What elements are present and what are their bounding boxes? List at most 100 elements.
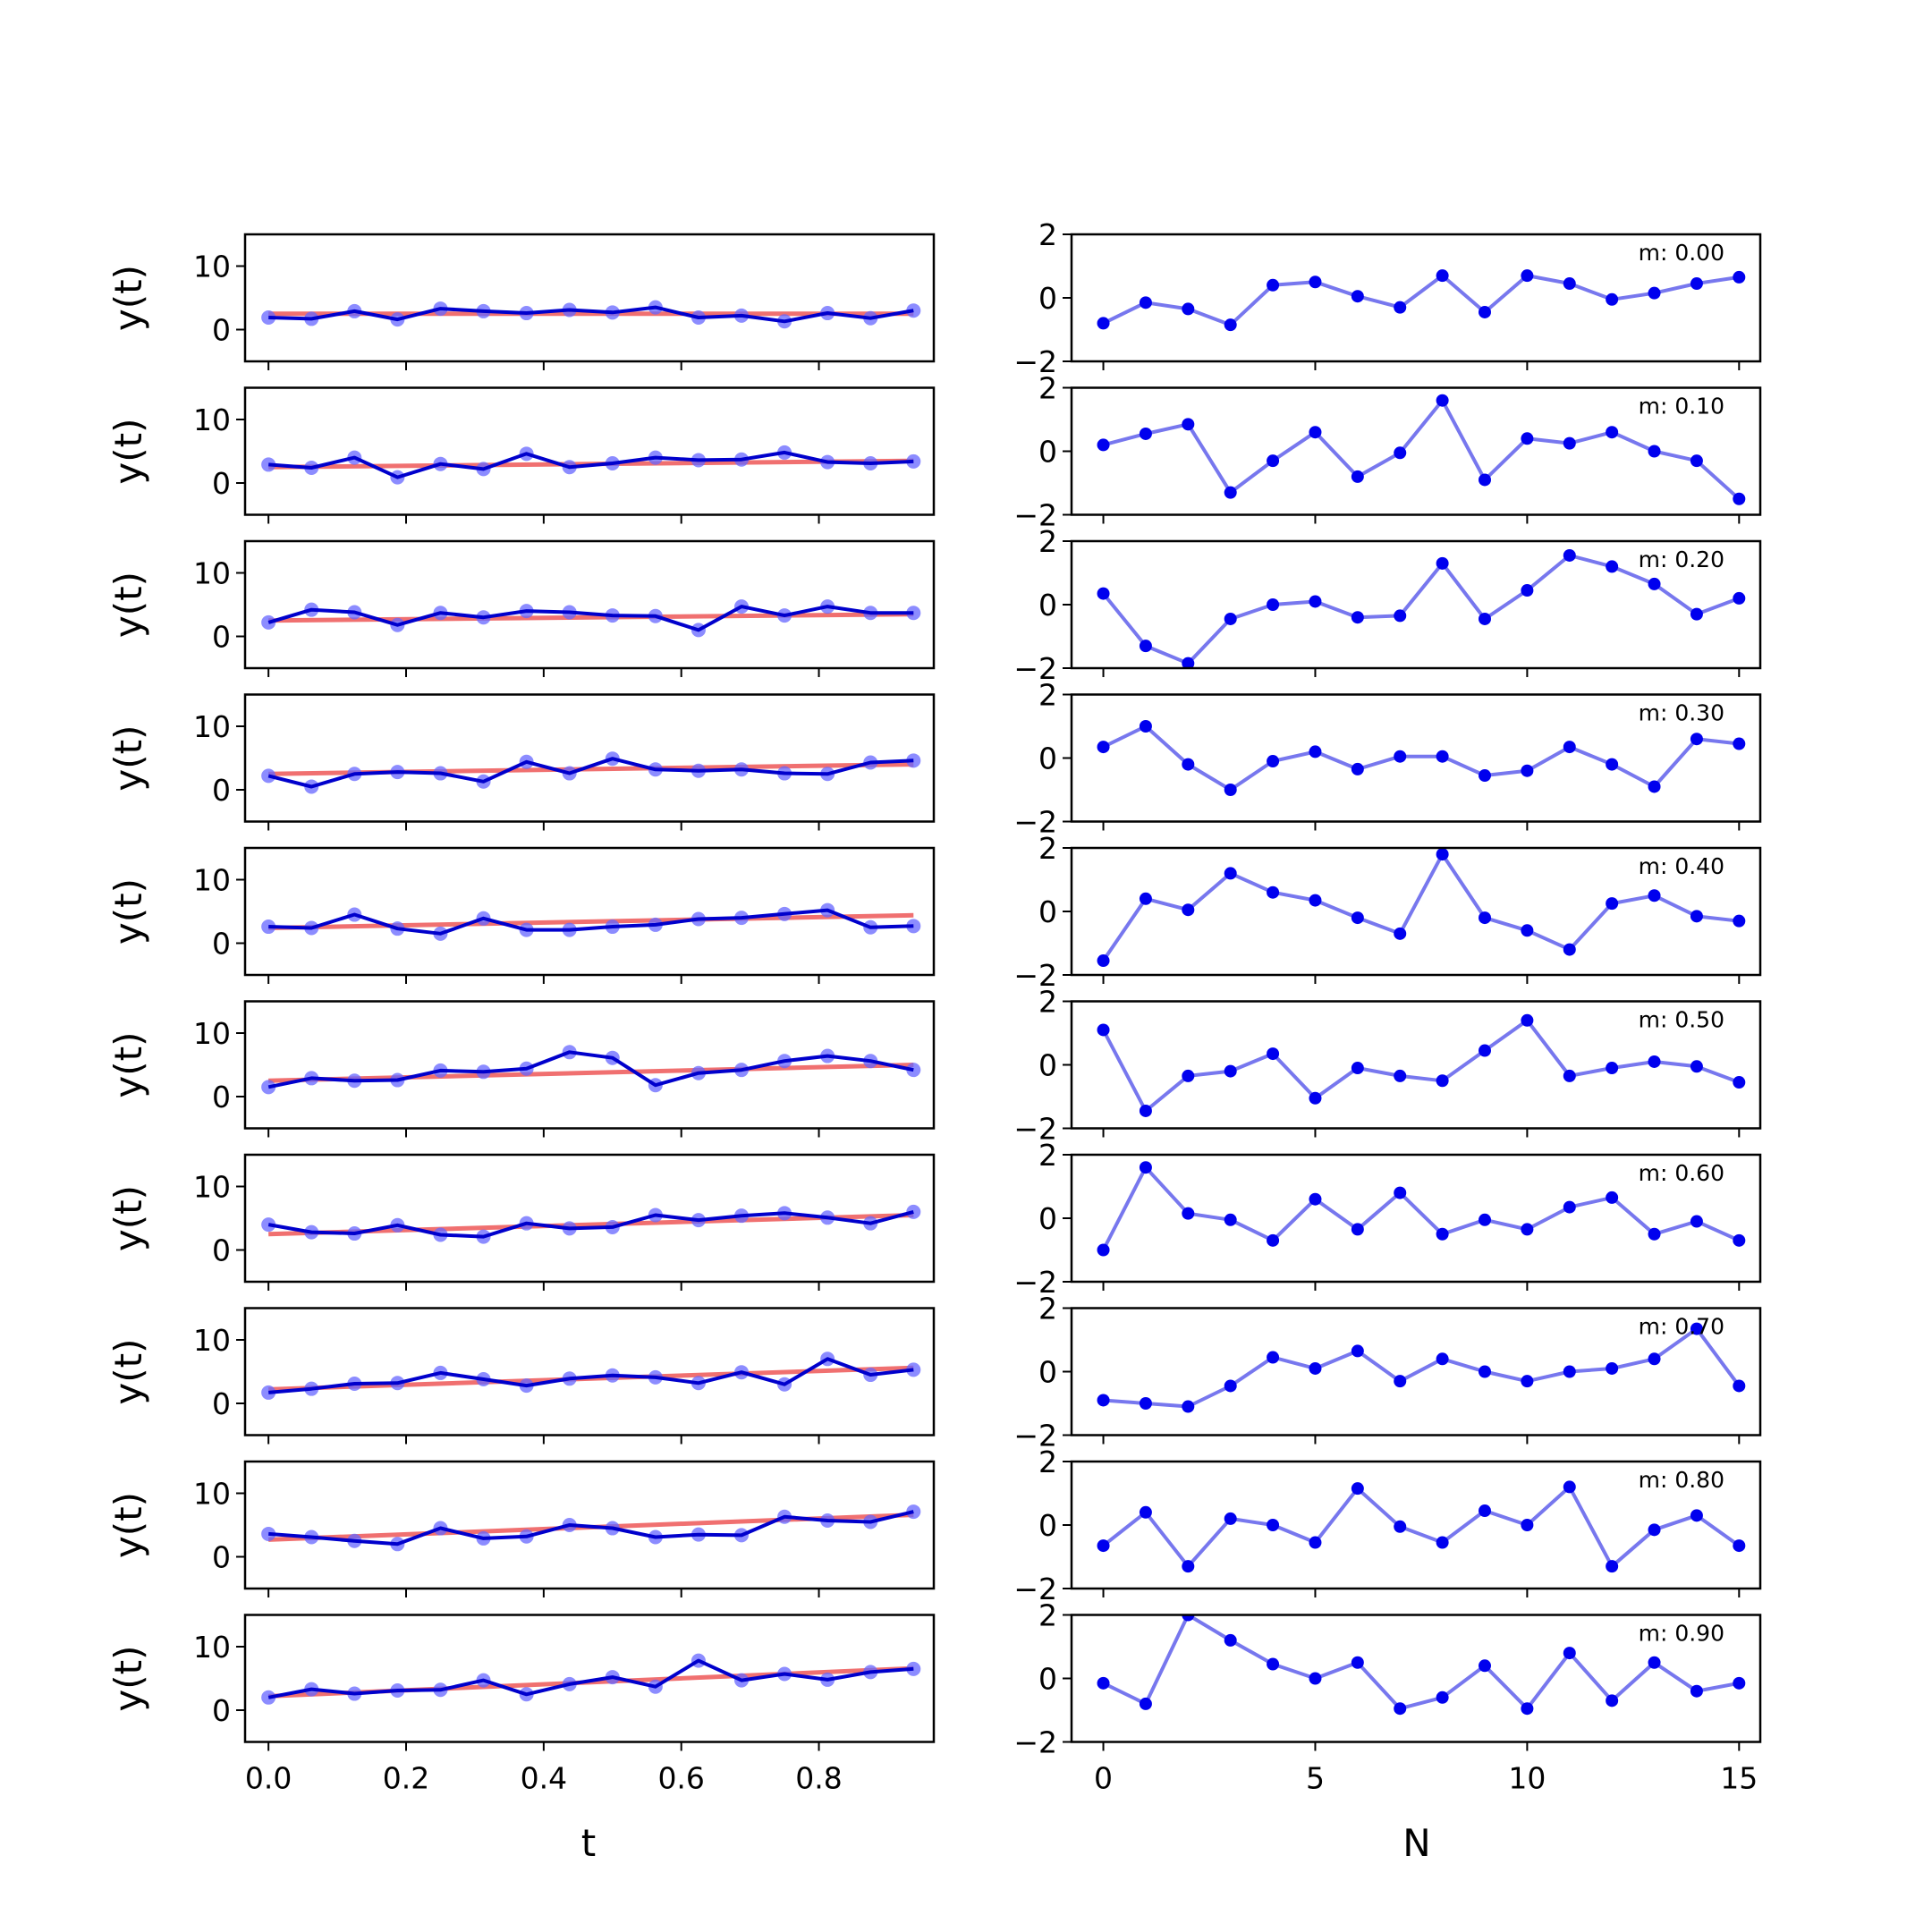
residual-point [1182,1614,1195,1622]
left-axes-frame [243,539,936,670]
residual-point [1394,609,1407,623]
residual-point [1182,903,1195,917]
left-axes-frame [243,1307,936,1436]
right-axes-frame [1070,693,1762,823]
left-y-axis-label: y(t) [106,1185,150,1251]
left-y-axis-label: y(t) [106,265,150,331]
y-tick-label: −2 [1013,651,1057,686]
residual-point [1267,1519,1280,1531]
left-panel: 0 10 y(t) [106,1000,936,1138]
right-axes-frame [1070,1307,1762,1436]
residual-point [1521,924,1534,937]
residual-point [1182,418,1195,431]
data-line [267,1658,914,1699]
data-line [268,908,914,936]
residual-point [1690,1509,1703,1522]
slope-label: m: 0.00 [1639,240,1724,266]
residual-point [1436,750,1449,763]
x-tick-label: 0.0 [245,1761,292,1796]
residual-point [1351,1223,1364,1236]
y-tick-label: −2 [1013,1725,1057,1760]
y-tick-label: −2 [1013,1265,1057,1300]
residual-point [1182,1560,1195,1573]
y-tick-label: 2 [1038,678,1057,713]
data-point [906,303,921,318]
residual-point [1139,1161,1152,1174]
x-tick-label: 0.8 [795,1761,842,1796]
residual-point [1097,438,1110,452]
residual-point [1690,607,1703,621]
slope-label: m: 0.20 [1639,547,1724,572]
residual-point [1479,911,1491,925]
residual-point [1351,762,1364,775]
left-axes-frame [243,846,936,977]
y-tick-label: 10 [193,1477,231,1512]
right-panel: −2 0 2 m: 0.30 [1013,678,1762,840]
residual-point [1648,445,1661,458]
residual-point [1139,427,1152,440]
right-panel: −2 0 2 m: 0.50 [1013,985,1762,1147]
residual-point [1097,741,1110,754]
right-panel: −2 0 2 m: 0.20 [1013,524,1762,686]
data-point [906,1063,921,1078]
y-tick-label: 0 [1038,1662,1057,1697]
residual-point [1606,426,1619,439]
residual-point [1648,1055,1661,1068]
residual-point [1224,784,1237,796]
residual-point [1139,720,1152,733]
x-tick-label: 0.2 [383,1761,429,1796]
residual-point [1351,911,1364,925]
residual-point [1479,612,1491,625]
data-point [906,919,921,934]
residual-line [1102,724,1740,792]
right-panel: −2 0 2 0 5 10 15 m: 0.90 [1013,1598,1762,1796]
residual-point [1224,1379,1237,1393]
residual-point [1606,560,1619,573]
residual-point [1436,1074,1449,1088]
residual-line [1102,398,1741,501]
residual-point [1267,886,1280,899]
residual-point [1479,1213,1491,1226]
y-tick-label: 0 [212,313,231,348]
residual-point [1479,769,1491,783]
residual-point [1309,1091,1322,1105]
y-tick-label: 0 [1038,1508,1057,1543]
y-tick-label: 2 [1038,985,1057,1020]
residual-point [1479,1044,1491,1057]
y-tick-label: 0 [1038,894,1057,929]
residual-point [1733,1233,1746,1247]
residual-point [1351,470,1364,483]
residual-point [1139,296,1152,309]
y-tick-label: 2 [1038,217,1057,252]
y-tick-label: 0 [1038,281,1057,316]
residual-point [1563,1365,1576,1378]
left-panel: 0 10 y(t) [106,233,936,370]
y-tick-label: −2 [1013,1572,1057,1606]
residual-point [1267,1351,1280,1364]
x-tick-label: 0 [1094,1761,1113,1796]
residual-point [1606,1062,1619,1075]
right-axes-frame [1070,539,1762,670]
residual-point [1521,764,1534,777]
y-tick-label: 0 [1038,435,1057,470]
residual-point [1309,1361,1322,1375]
residual-line [1102,1485,1741,1569]
residual-point [1224,318,1237,332]
y-tick-label: 0 [212,773,231,808]
left-y-axis-label: y(t) [106,1338,150,1404]
data-point [906,1504,921,1520]
right-panel: −2 0 2 m: 0.00 [1013,217,1762,379]
residual-point [1267,1657,1280,1671]
data-line [268,450,914,479]
residual-point [1606,897,1619,911]
y-tick-label: 0 [212,1080,231,1114]
y-tick-label: 2 [1038,371,1057,406]
residual-point [1479,305,1491,318]
residual-point [1563,1480,1576,1494]
right-axes-frame [1070,1000,1762,1130]
residual-point [1097,317,1110,330]
slope-label: m: 0.80 [1639,1467,1724,1493]
residual-point [1563,548,1576,562]
left-y-axis-label: y(t) [106,572,150,638]
